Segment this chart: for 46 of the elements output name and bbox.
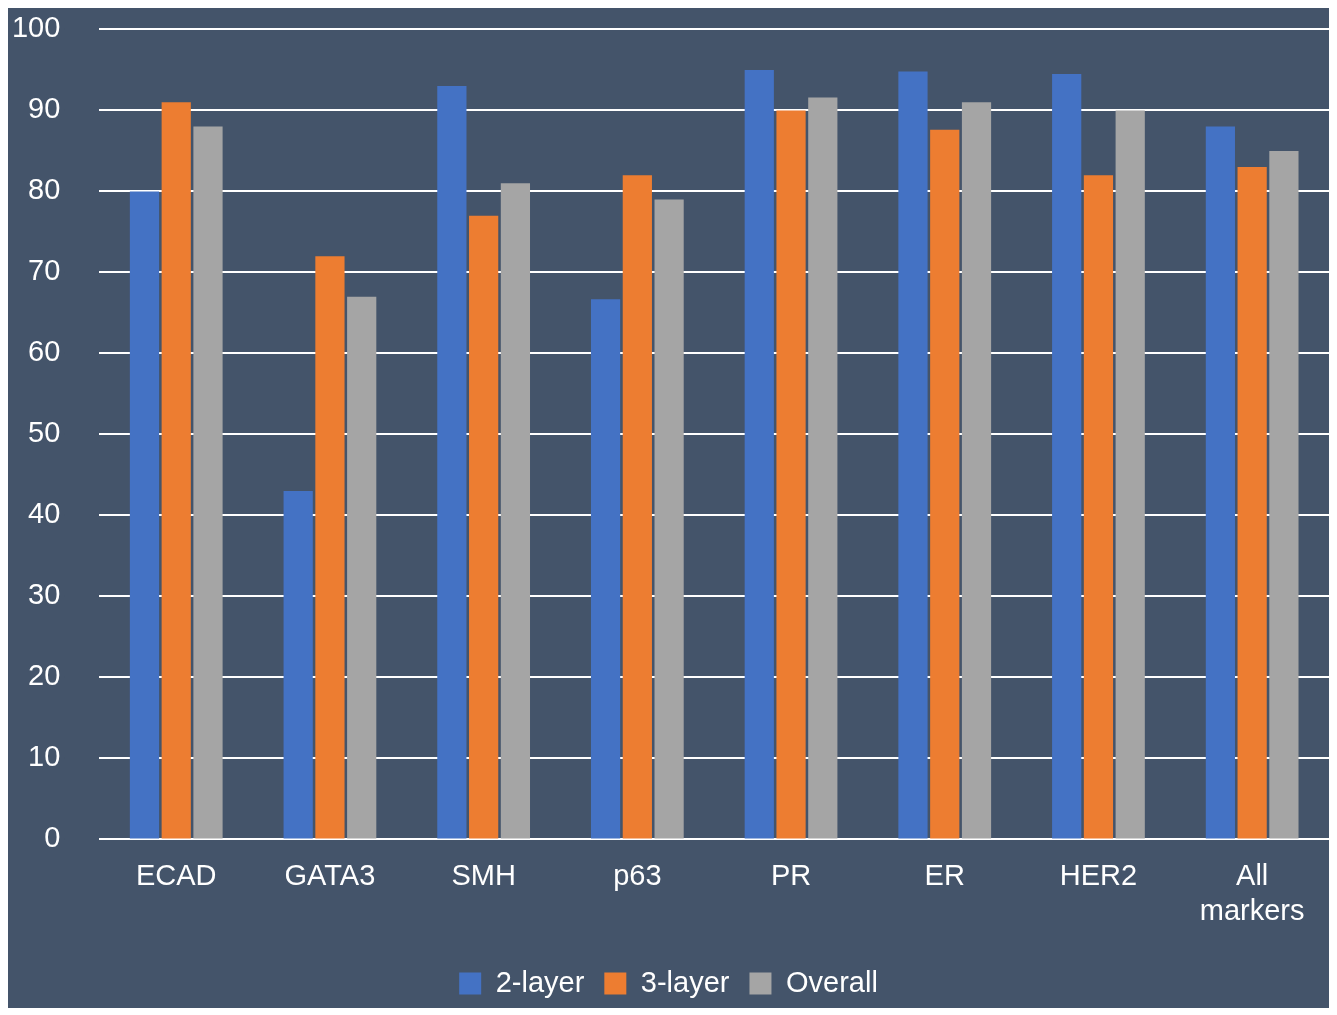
bar: [161, 102, 191, 839]
y-tick-label: 40: [28, 497, 61, 530]
y-tick-label: 30: [28, 578, 61, 611]
x-tick-label: p63: [613, 858, 662, 891]
bar: [1052, 73, 1082, 839]
y-tick-label: 10: [28, 740, 61, 773]
x-tick-label: ECAD: [135, 858, 217, 891]
bar: [500, 183, 531, 839]
x-tick-label: HER2: [1059, 858, 1138, 891]
y-tick-label: 50: [28, 416, 61, 449]
legend-label: 3-layer: [640, 965, 730, 998]
y-tick-label: 70: [28, 254, 61, 287]
bar: [776, 110, 806, 839]
bar: [129, 191, 160, 839]
bar: [898, 71, 928, 839]
x-tick-label: GATA3: [284, 858, 376, 891]
bar: [744, 69, 774, 839]
legend-label: 2-layer: [495, 965, 585, 998]
bar: [469, 215, 499, 839]
y-tick-label: 60: [28, 335, 61, 368]
bar: [654, 199, 684, 839]
legend-label: Overall: [785, 965, 878, 998]
y-tick-label: 0: [44, 821, 61, 854]
bar: [1205, 126, 1235, 839]
bar: [961, 102, 992, 839]
bar: [315, 256, 345, 839]
bar: [347, 296, 377, 839]
x-tick-label: All markers: [1199, 858, 1305, 926]
bar: [283, 491, 313, 839]
x-tick-label: SMH: [451, 858, 516, 891]
bar: [1083, 175, 1114, 839]
y-tick-label: 20: [28, 659, 61, 692]
bar: [1237, 167, 1267, 839]
bar: [1269, 150, 1299, 839]
y-tick-label: 90: [28, 92, 61, 125]
y-tick-label: 80: [28, 173, 61, 206]
x-tick-label: ER: [924, 858, 965, 891]
bar: [930, 129, 960, 839]
bar: [808, 97, 838, 839]
bar: [193, 126, 223, 839]
bar: [622, 175, 652, 839]
bar: [437, 86, 467, 839]
y-tick-label: 100: [11, 11, 61, 44]
x-tick-label: PR: [770, 858, 812, 891]
bar: [1115, 110, 1145, 839]
bar: [590, 299, 621, 839]
